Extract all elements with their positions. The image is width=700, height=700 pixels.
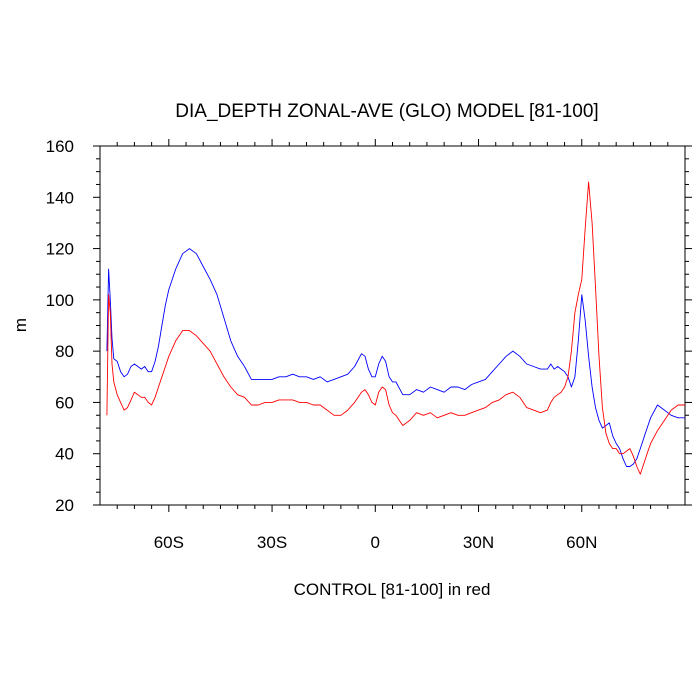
x-tick-label: 60N bbox=[566, 533, 597, 552]
x-axis: 60S 30S 0 30N 60N bbox=[154, 139, 597, 552]
y-tick-label: 80 bbox=[55, 342, 74, 361]
series-line-blue bbox=[106, 248, 685, 467]
y-axis: 20 40 60 80 100 120 140 160 bbox=[46, 137, 692, 515]
y-tick-label: 20 bbox=[55, 496, 74, 515]
y-axis-label: m bbox=[11, 318, 30, 332]
x-tick-label: 0 bbox=[371, 533, 380, 552]
y-tick-label: 120 bbox=[46, 240, 74, 259]
x-axis-label: CONTROL [81-100] in red bbox=[294, 580, 491, 599]
series-line-red bbox=[106, 181, 685, 475]
chart-title: DIA_DEPTH ZONAL-AVE (GLO) MODEL [81-100] bbox=[175, 101, 598, 122]
minor-ticks bbox=[96, 142, 689, 509]
x-tick-label: 60S bbox=[154, 533, 184, 552]
y-tick-label: 100 bbox=[46, 291, 74, 310]
y-tick-label: 40 bbox=[55, 445, 74, 464]
y-tick-label: 60 bbox=[55, 393, 74, 412]
x-tick-label: 30S bbox=[257, 533, 287, 552]
y-tick-label: 160 bbox=[46, 137, 74, 156]
x-tick-label: 30N bbox=[463, 533, 494, 552]
series-lines bbox=[106, 181, 685, 475]
y-tick-label: 140 bbox=[46, 188, 74, 207]
